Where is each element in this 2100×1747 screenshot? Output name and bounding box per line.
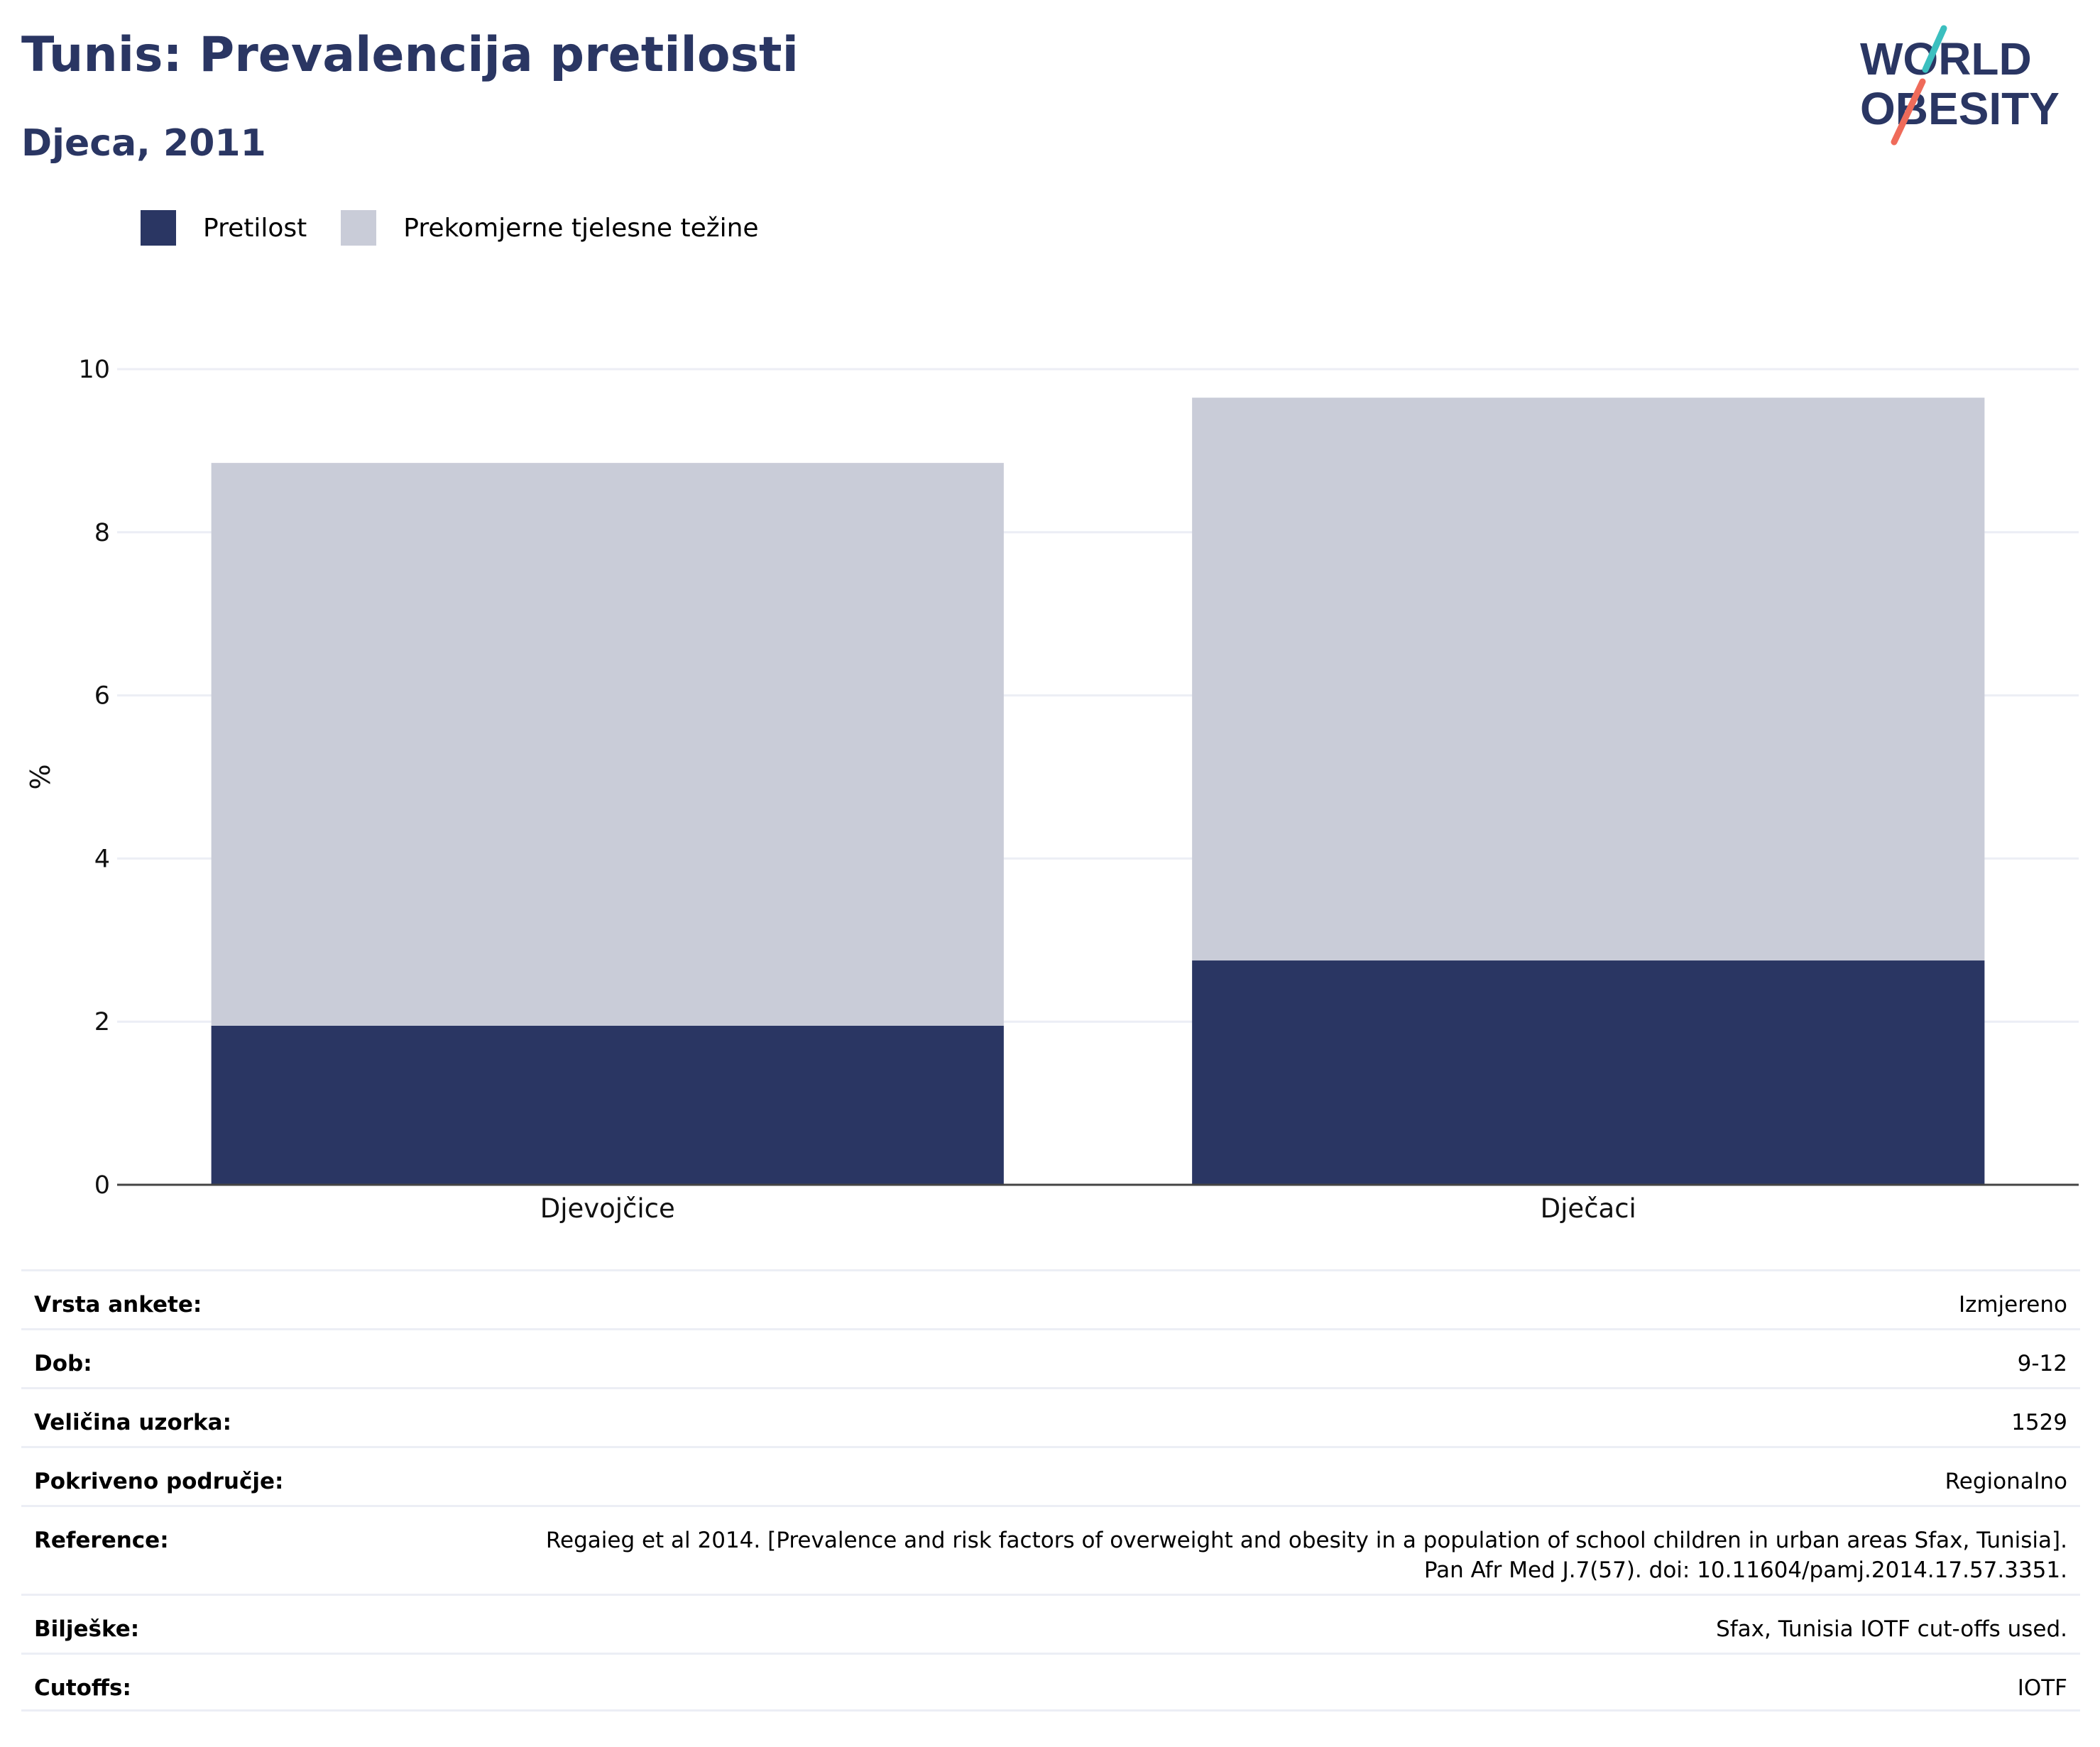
bar-obesity xyxy=(211,1025,1004,1185)
metadata-label: Dob: xyxy=(34,1351,92,1376)
legend-item-obesity[interactable]: Pretilost xyxy=(141,210,307,246)
y-tick-label: 6 xyxy=(94,682,110,711)
legend-label-overweight: Prekomjerne tjelesne težine xyxy=(403,213,759,243)
y-tick-label: 4 xyxy=(94,845,110,873)
metadata-value: Sfax, Tunisia IOTF cut-offs used. xyxy=(1716,1616,2067,1642)
legend-label-obesity: Pretilost xyxy=(203,213,307,243)
metadata-value: 1529 xyxy=(2011,1410,2067,1435)
metadata-row: Bilješke: Sfax, Tunisia IOTF cut-offs use… xyxy=(21,1594,2080,1653)
legend-item-overweight[interactable]: Prekomjerne tjelesne težine xyxy=(341,210,759,246)
logo-slash-top xyxy=(1922,25,1947,73)
metadata-row: Pokriveno područje: Regionalno xyxy=(21,1446,2080,1505)
metadata-label: Cutoffs: xyxy=(34,1675,131,1701)
y-tick-label: 0 xyxy=(94,1171,110,1200)
metadata-value: Izmjereno xyxy=(1958,1292,2067,1318)
metadata-row: Cutoffs: IOTF xyxy=(21,1653,2080,1712)
bar-chart: 0 2 4 6 8 10% Djevojčice Dječaci xyxy=(25,356,2079,1224)
metadata-value: IOTF xyxy=(2017,1675,2067,1701)
chart-legend: Pretilost Prekomjerne tjelesne težine xyxy=(141,210,793,246)
y-tick-label: 8 xyxy=(94,519,110,547)
logo-line1: WORLD xyxy=(1860,33,2032,84)
bar-overweight xyxy=(1192,398,1985,961)
logo-slash-bottom xyxy=(1891,78,1926,146)
metadata-value: Regionalno xyxy=(1945,1469,2067,1494)
metadata-label: Veličina uzorka: xyxy=(34,1410,231,1435)
metadata-label: Bilješke: xyxy=(34,1616,140,1642)
metadata-row: Reference: Regaieg et al 2014. [Prevalenc… xyxy=(21,1505,2080,1594)
bar-overweight xyxy=(211,463,1004,1026)
y-tick-label: 2 xyxy=(94,1008,110,1036)
chart-subtitle: Djeca, 2011 xyxy=(21,122,266,165)
legend-swatch-obesity xyxy=(141,210,176,246)
logo-line2: OBESITY xyxy=(1860,83,2060,134)
metadata-label: Reference: xyxy=(34,1528,169,1553)
metadata-label: Pokriveno područje: xyxy=(34,1469,284,1494)
world-obesity-logo: WORLD OBESITY xyxy=(1860,25,2060,146)
x-tick-label: Dječaci xyxy=(1541,1193,1636,1224)
chart-title: Tunis: Prevalencija pretilosti xyxy=(21,27,799,83)
y-tick-label: 10 xyxy=(78,356,110,384)
legend-swatch-overweight xyxy=(341,210,377,246)
metadata-value: Regaieg et al 2014. [Prevalence and risk… xyxy=(545,1528,2067,1583)
metadata-row: Dob: 9-12 xyxy=(21,1328,2080,1387)
metadata-row: Vrsta ankete: Izmjereno xyxy=(21,1269,2080,1328)
metadata-value: 9-12 xyxy=(2017,1351,2067,1376)
metadata-row: Veličina uzorka: 1529 xyxy=(21,1387,2080,1446)
bar-obesity xyxy=(1192,960,1985,1185)
x-tick-label: Djevojčice xyxy=(540,1193,675,1224)
metadata-label: Vrsta ankete: xyxy=(34,1292,202,1318)
metadata-table: Vrsta ankete: Izmjereno Dob: 9-12 Veličina u… xyxy=(21,1269,2080,1712)
y-axis-label: % xyxy=(25,764,56,789)
